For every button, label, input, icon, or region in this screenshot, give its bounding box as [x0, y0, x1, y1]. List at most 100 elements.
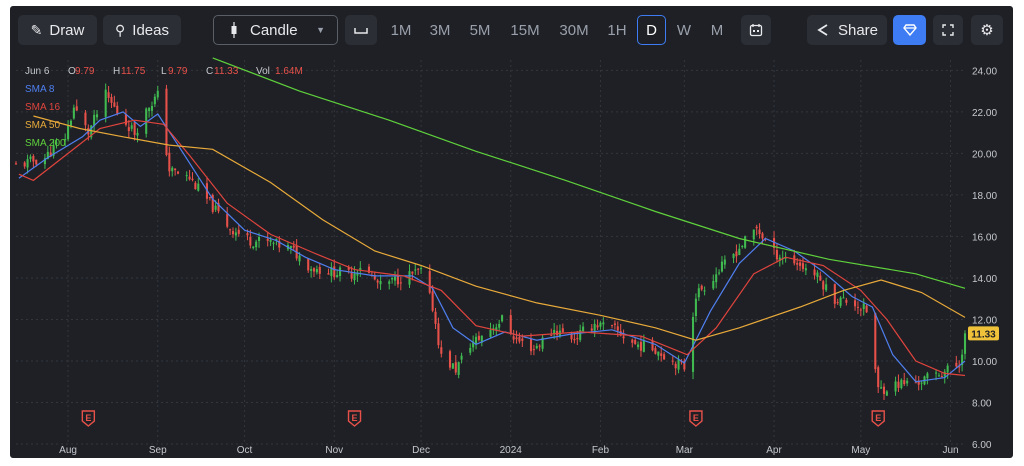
candle [431, 285, 434, 313]
candle-body [943, 371, 946, 377]
date-range-button[interactable] [741, 15, 771, 45]
candle-body [854, 300, 857, 307]
candle [781, 250, 784, 265]
timeframe-3m[interactable]: 3M [429, 21, 451, 39]
candle-body [171, 167, 174, 172]
candle-body [272, 242, 275, 244]
candle [550, 328, 553, 337]
candle-body [440, 347, 443, 354]
candle [211, 193, 214, 214]
candle [637, 341, 640, 350]
candle [110, 93, 113, 108]
timeframe-d[interactable]: D [637, 15, 666, 45]
candle-body [49, 152, 52, 157]
candle-body [501, 315, 504, 322]
candle-body [663, 354, 666, 360]
candle [634, 337, 637, 345]
candle-body [799, 262, 802, 266]
candle [700, 284, 703, 292]
candle-body [715, 274, 718, 283]
timeframe-15m[interactable]: 15M [510, 21, 540, 39]
share-button[interactable]: Share [807, 15, 887, 45]
candle-body [691, 316, 695, 372]
candle-body [674, 363, 677, 369]
candle [310, 266, 313, 278]
settings-button[interactable]: ⚙ [971, 15, 1003, 45]
candle [171, 166, 174, 177]
candle [758, 223, 761, 239]
candle-body [671, 360, 674, 362]
timeframe-5m[interactable]: 5M [469, 21, 491, 39]
draw-button[interactable]: ✎ Draw [18, 15, 97, 45]
candle-body [52, 145, 55, 156]
candle [272, 241, 275, 251]
calendar-icon [749, 24, 763, 37]
y-tick-label: 6.00 [972, 440, 992, 451]
candle [255, 239, 258, 251]
timeframe-w[interactable]: W [676, 21, 692, 39]
earnings-marker-label: E [85, 413, 91, 423]
timeframe-m[interactable]: M [710, 21, 724, 39]
candle [133, 121, 136, 141]
candle-body [153, 96, 156, 105]
candle-body [894, 381, 897, 392]
candle-body [839, 297, 842, 306]
candle-body [553, 329, 556, 335]
candle [489, 322, 492, 338]
candle-body [570, 334, 573, 340]
price-chart[interactable]: 24.00 22.00 20.00 18.00 16.00 14.00 12.00 10.00… [10, 56, 1013, 458]
y-tick-label: 22.00 [972, 108, 997, 119]
candle-body [683, 360, 686, 370]
candle-body [469, 347, 472, 353]
candle-body [257, 237, 261, 242]
candle [842, 290, 845, 299]
premium-button[interactable] [893, 15, 926, 45]
candle-body [773, 238, 776, 248]
candle [773, 231, 776, 255]
candle-body [353, 273, 356, 281]
sma-line-sma-200 [212, 57, 966, 289]
candle [663, 351, 666, 360]
timeframe-1m[interactable]: 1M [390, 21, 412, 39]
candle [509, 309, 512, 336]
candle-body [819, 275, 822, 281]
candle-body [185, 175, 188, 177]
candle [315, 265, 318, 275]
candle [518, 332, 521, 344]
chart-type-select[interactable]: Candle ▼ [213, 15, 338, 45]
candle-body [720, 261, 724, 272]
candle [804, 263, 807, 276]
candle [208, 196, 211, 201]
interval-spacing-button[interactable] [345, 15, 377, 45]
candle-body [373, 275, 376, 280]
candle [124, 108, 127, 127]
candle-body [631, 339, 634, 343]
candle [674, 361, 677, 376]
candle [43, 153, 46, 169]
candle-body [69, 120, 73, 126]
chart-type-label: Candle [250, 21, 298, 39]
candle-body [538, 345, 541, 347]
fullscreen-icon [942, 24, 954, 36]
candle-body [318, 266, 321, 274]
candle [376, 278, 379, 289]
candle [677, 355, 680, 374]
candle [148, 106, 151, 118]
ideas-button[interactable]: ⚲ Ideas [103, 15, 181, 45]
timeframe-1h[interactable]: 1H [607, 21, 627, 39]
candle [961, 349, 964, 372]
earnings-marker-shape [871, 410, 885, 427]
candle-body [391, 277, 394, 280]
candle [720, 256, 724, 273]
candle-body [723, 259, 726, 265]
candle [84, 110, 87, 132]
candle-body [885, 391, 888, 396]
candle [622, 329, 625, 344]
ohlc-high: 11.75 [121, 66, 146, 77]
timeframe-30m[interactable]: 30M [559, 21, 589, 39]
fullscreen-button[interactable] [933, 15, 963, 45]
ohlc-o-label: O [68, 66, 76, 77]
candle [188, 169, 191, 181]
candle-body [593, 323, 596, 331]
candle-body [197, 183, 200, 191]
